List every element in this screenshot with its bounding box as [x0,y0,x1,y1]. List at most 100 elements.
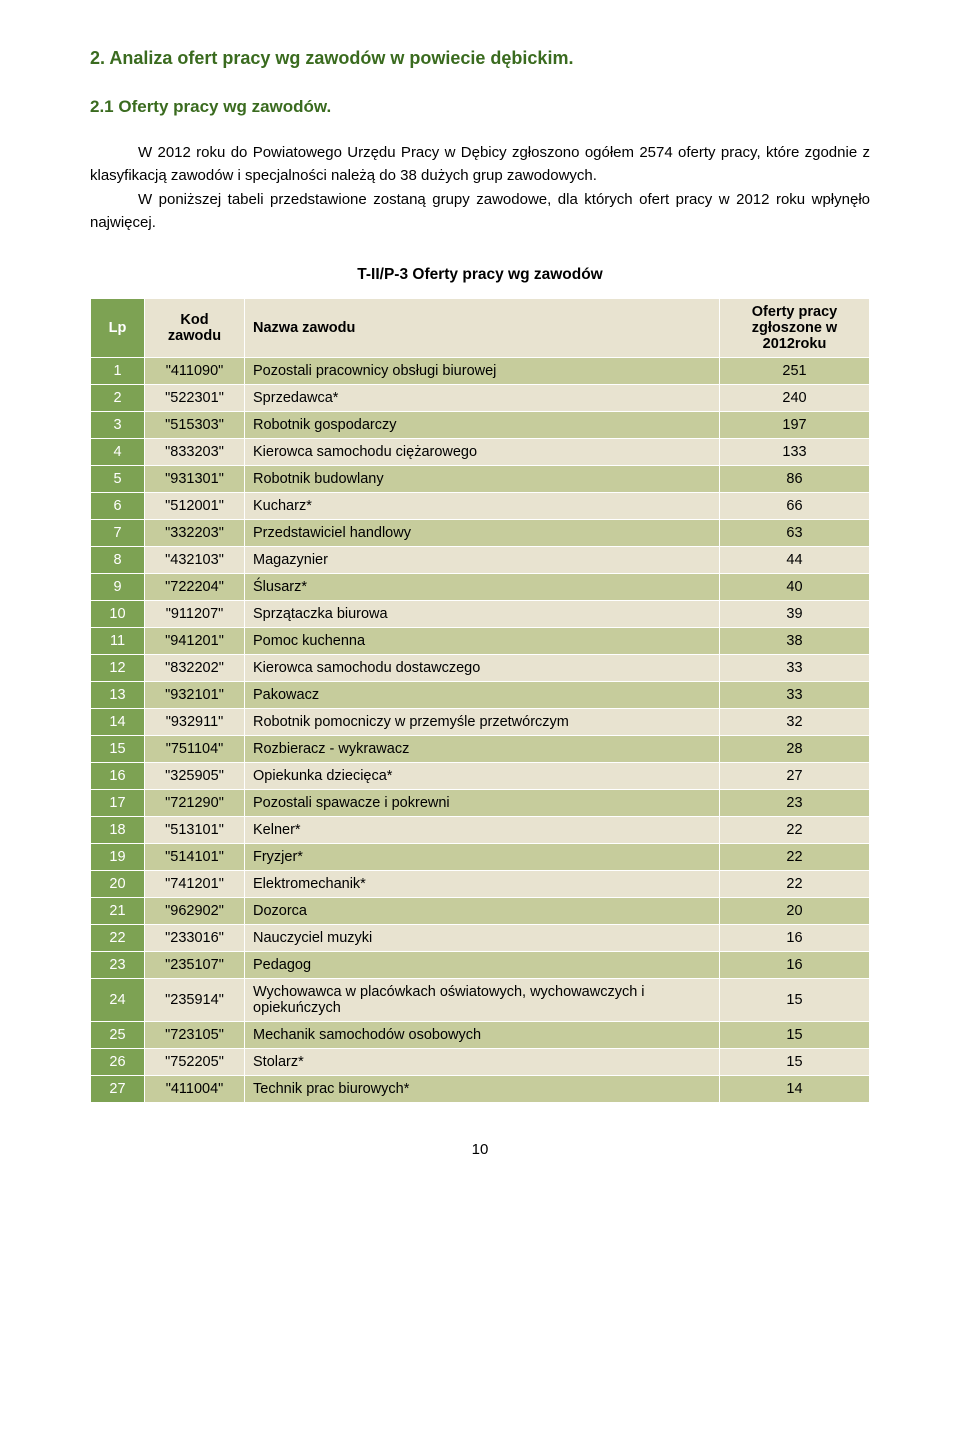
cell-kod: "233016" [145,925,245,952]
cell-nazwa: Fryzjer* [245,844,720,871]
cell-lp: 10 [91,601,145,628]
cell-kod: "235914" [145,979,245,1022]
cell-nazwa: Pozostali pracownicy obsługi biurowej [245,358,720,385]
paragraph-2: W poniższej tabeli przedstawione zostaną… [90,188,870,235]
cell-lp: 2 [91,385,145,412]
cell-nazwa: Stolarz* [245,1049,720,1076]
table-body: 1"411090"Pozostali pracownicy obsługi bi… [91,358,870,1103]
cell-val: 66 [720,493,870,520]
cell-nazwa: Robotnik pomocniczy w przemyśle przetwór… [245,709,720,736]
cell-kod: "751104" [145,736,245,763]
cell-val: 22 [720,844,870,871]
cell-nazwa: Mechanik samochodów osobowych [245,1022,720,1049]
cell-val: 20 [720,898,870,925]
cell-lp: 15 [91,736,145,763]
cell-kod: "522301" [145,385,245,412]
cell-val: 22 [720,871,870,898]
cell-lp: 22 [91,925,145,952]
cell-kod: "332203" [145,520,245,547]
table-row: 8"432103"Magazynier44 [91,547,870,574]
table-row: 20"741201"Elektromechanik*22 [91,871,870,898]
cell-val: 197 [720,412,870,439]
cell-lp: 5 [91,466,145,493]
table-row: 1"411090"Pozostali pracownicy obsługi bi… [91,358,870,385]
cell-lp: 26 [91,1049,145,1076]
cell-kod: "411004" [145,1076,245,1103]
cell-val: 15 [720,1049,870,1076]
cell-kod: "752205" [145,1049,245,1076]
cell-lp: 24 [91,979,145,1022]
cell-val: 251 [720,358,870,385]
cell-kod: "911207" [145,601,245,628]
cell-lp: 3 [91,412,145,439]
cell-lp: 25 [91,1022,145,1049]
cell-val: 15 [720,1022,870,1049]
table-row: 2"522301"Sprzedawca*240 [91,385,870,412]
cell-kod: "932101" [145,682,245,709]
cell-lp: 27 [91,1076,145,1103]
cell-kod: "932911" [145,709,245,736]
cell-nazwa: Kierowca samochodu ciężarowego [245,439,720,466]
cell-kod: "962902" [145,898,245,925]
cell-lp: 21 [91,898,145,925]
cell-nazwa: Sprzątaczka biurowa [245,601,720,628]
cell-kod: "512001" [145,493,245,520]
cell-val: 23 [720,790,870,817]
cell-val: 16 [720,952,870,979]
table-row: 16"325905"Opiekunka dziecięca*27 [91,763,870,790]
cell-nazwa: Przedstawiciel handlowy [245,520,720,547]
offers-table: Lp Kod zawodu Nazwa zawodu Oferty pracy … [90,298,870,1103]
cell-nazwa: Nauczyciel muzyki [245,925,720,952]
cell-nazwa: Pedagog [245,952,720,979]
cell-lp: 12 [91,655,145,682]
table-title: T-II/P-3 Oferty pracy wg zawodów [90,266,870,284]
cell-val: 27 [720,763,870,790]
cell-kod: "741201" [145,871,245,898]
cell-lp: 9 [91,574,145,601]
cell-lp: 4 [91,439,145,466]
cell-nazwa: Kelner* [245,817,720,844]
table-row: 18"513101"Kelner*22 [91,817,870,844]
cell-nazwa: Pomoc kuchenna [245,628,720,655]
cell-lp: 1 [91,358,145,385]
cell-val: 16 [720,925,870,952]
heading-sub: 2.1 Oferty pracy wg zawodów. [90,97,870,117]
cell-kod: "325905" [145,763,245,790]
col-kod: Kod zawodu [145,299,245,358]
cell-lp: 19 [91,844,145,871]
cell-lp: 23 [91,952,145,979]
cell-nazwa: Opiekunka dziecięca* [245,763,720,790]
cell-nazwa: Dozorca [245,898,720,925]
cell-val: 28 [720,736,870,763]
heading-main: 2. Analiza ofert pracy wg zawodów w powi… [90,48,870,69]
cell-kod: "513101" [145,817,245,844]
table-row: 5"931301"Robotnik budowlany86 [91,466,870,493]
cell-val: 39 [720,601,870,628]
cell-nazwa: Rozbieracz - wykrawacz [245,736,720,763]
cell-kod: "515303" [145,412,245,439]
cell-kod: "941201" [145,628,245,655]
col-nazwa: Nazwa zawodu [245,299,720,358]
cell-val: 15 [720,979,870,1022]
cell-val: 33 [720,682,870,709]
table-row: 13"932101"Pakowacz33 [91,682,870,709]
table-row: 14"932911"Robotnik pomocniczy w przemyśl… [91,709,870,736]
table-row: 10"911207"Sprzątaczka biurowa39 [91,601,870,628]
table-row: 11"941201"Pomoc kuchenna38 [91,628,870,655]
table-header-row: Lp Kod zawodu Nazwa zawodu Oferty pracy … [91,299,870,358]
table-row: 15"751104"Rozbieracz - wykrawacz28 [91,736,870,763]
cell-nazwa: Robotnik budowlany [245,466,720,493]
table-row: 17"721290"Pozostali spawacze i pokrewni2… [91,790,870,817]
cell-nazwa: Elektromechanik* [245,871,720,898]
table-row: 3"515303"Robotnik gospodarczy197 [91,412,870,439]
table-row: 22"233016"Nauczyciel muzyki16 [91,925,870,952]
cell-val: 32 [720,709,870,736]
paragraph-1: W 2012 roku do Powiatowego Urzędu Pracy … [90,141,870,188]
cell-nazwa: Ślusarz* [245,574,720,601]
cell-lp: 14 [91,709,145,736]
cell-nazwa: Magazynier [245,547,720,574]
cell-lp: 17 [91,790,145,817]
cell-kod: "722204" [145,574,245,601]
cell-lp: 13 [91,682,145,709]
table-row: 12"832202"Kierowca samochodu dostawczego… [91,655,870,682]
